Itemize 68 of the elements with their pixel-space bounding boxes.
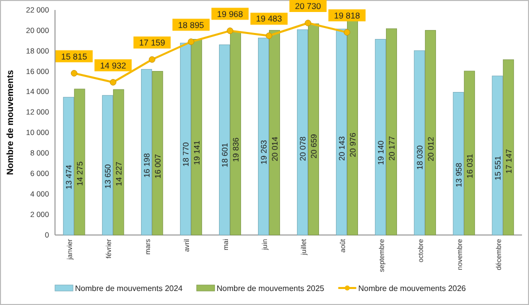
data-label: 20 012 (426, 136, 436, 162)
data-label: 18 030 (415, 144, 424, 170)
bar (152, 71, 164, 236)
data-label: 17 147 (504, 148, 514, 174)
data-label: 14 227 (114, 161, 124, 186)
data-label: 13 958 (454, 162, 464, 188)
data-label: 19 263 (259, 139, 268, 164)
data-label: 20 659 (310, 133, 319, 158)
bar (386, 28, 397, 236)
data-label: 20 078 (298, 136, 308, 161)
bar (492, 76, 503, 236)
point (148, 56, 156, 63)
data-label: 14 275 (76, 160, 85, 186)
bar (464, 70, 475, 236)
bar (191, 38, 202, 236)
data-label: 13 474 (64, 164, 74, 190)
bar (502, 59, 514, 236)
bar (452, 92, 464, 236)
data-label: 18 770 (182, 142, 191, 167)
bar (113, 89, 124, 236)
bar (74, 88, 86, 236)
data-label: 16 198 (142, 152, 152, 178)
point (266, 32, 272, 39)
point (188, 38, 194, 46)
legend-label: Nombre de mouvements 2026 (358, 284, 466, 293)
bar (414, 50, 425, 236)
legend-label: Nombre de mouvements 2025 (216, 284, 325, 293)
bar (308, 23, 319, 236)
point (344, 29, 350, 36)
bar (230, 32, 242, 236)
data-label: 20 143 (337, 136, 346, 161)
data-label: 19 140 (376, 140, 386, 166)
y-axis-title: Nombre de mouvements (5, 70, 15, 176)
data-label: 19 968 (217, 8, 244, 19)
data-label: 19 483 (256, 14, 282, 24)
bar (374, 39, 386, 236)
point (304, 20, 312, 26)
data-label: 15 551 (493, 155, 502, 180)
data-label: 19 818 (334, 10, 360, 20)
bar (336, 28, 347, 236)
data-label: 15 815 (61, 51, 88, 62)
bar (102, 95, 114, 236)
data-label: 18 895 (178, 20, 204, 30)
data-label: 18 601 (220, 142, 230, 168)
bar (424, 30, 436, 236)
data-label: 20 177 (387, 136, 396, 161)
data-label: 16 031 (465, 153, 474, 178)
data-label: 17 159 (139, 38, 166, 48)
bar (180, 42, 192, 236)
bar (219, 44, 230, 236)
point (226, 28, 234, 34)
legend-label: Nombre de mouvements 2024 (75, 284, 184, 293)
bar (258, 38, 269, 236)
data-label: 20 976 (348, 132, 358, 158)
bar (296, 29, 308, 236)
point (70, 70, 78, 77)
data-label: 13 650 (104, 164, 113, 189)
bar (63, 96, 74, 236)
data-label: 14 932 (100, 60, 126, 70)
data-label: 19 141 (192, 140, 202, 166)
bar (347, 20, 358, 236)
bar (141, 69, 152, 236)
bar (269, 30, 280, 236)
data-label: 20 014 (270, 136, 280, 162)
point (110, 79, 116, 86)
data-label: 16 007 (154, 153, 163, 178)
data-label: 20 730 (294, 0, 322, 11)
data-label: 19 836 (232, 137, 241, 162)
